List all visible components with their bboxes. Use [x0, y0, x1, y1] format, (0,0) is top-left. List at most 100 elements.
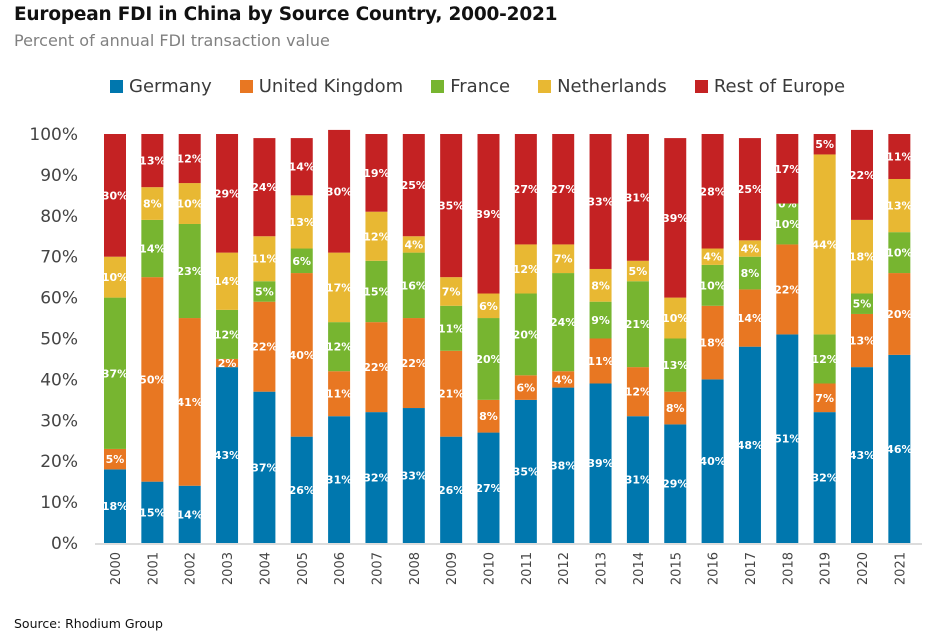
bar-segment [178, 318, 201, 486]
bar-segment [402, 408, 425, 543]
x-tick-label: 2009 [445, 552, 460, 585]
data-label: 4% [554, 373, 573, 386]
data-label: 51% [774, 433, 800, 446]
data-label: 37% [251, 461, 277, 474]
bar-segment [365, 412, 388, 543]
bar-segment [216, 367, 239, 543]
data-label: 13% [849, 335, 875, 348]
bar-segment [290, 195, 313, 249]
chart-title: European FDI in China by Source Country,… [14, 4, 558, 25]
x-tick-label: 2000 [109, 552, 124, 585]
bar-segment [216, 134, 239, 253]
bar-segment [813, 334, 836, 384]
data-label: 14% [214, 275, 240, 288]
data-label: 10% [886, 247, 912, 260]
bar-segment [626, 260, 649, 282]
data-label: 10% [699, 279, 725, 292]
data-label: 7% [442, 285, 461, 298]
data-label: 27% [475, 482, 501, 495]
bar-segment [851, 293, 873, 314]
bar-segment [216, 309, 239, 359]
bar-segment [290, 138, 313, 196]
data-label: 18% [102, 500, 128, 513]
bar-segment [253, 281, 276, 302]
bar-segment [738, 138, 761, 241]
data-label: 13% [139, 155, 165, 168]
bar-segment [141, 481, 164, 543]
bar-segment [141, 277, 164, 482]
data-label: 43% [849, 449, 875, 462]
data-label: 11% [326, 388, 352, 401]
bar-segment [738, 240, 761, 257]
bar-segment [104, 469, 126, 543]
x-tick-label: 2006 [333, 552, 348, 585]
x-tick-label: 2016 [707, 552, 722, 585]
data-label: 14% [177, 508, 203, 521]
bar-segment [589, 134, 612, 269]
data-label: 32% [811, 472, 837, 485]
bar-segment [776, 203, 799, 245]
bar-segment [888, 134, 911, 179]
y-tick-label: 80% [40, 207, 78, 227]
source-note: Source: Rhodium Group [14, 616, 163, 631]
data-label: 8% [591, 279, 610, 292]
bar-segment [365, 322, 388, 413]
data-label: 30% [326, 185, 352, 198]
data-label: 13% [662, 359, 688, 372]
y-tick-label: 20% [40, 452, 78, 472]
y-tick-label: 10% [40, 493, 78, 513]
x-tick-label: 2014 [632, 552, 647, 585]
bar-segment [552, 371, 575, 388]
bar-segment [552, 273, 575, 372]
bar-segment [141, 219, 164, 278]
bar-segment [365, 211, 388, 261]
bar-segment [851, 367, 873, 543]
data-label: 16% [401, 279, 427, 292]
x-tick-label: 2003 [221, 552, 236, 585]
data-label: 12% [513, 263, 539, 276]
bar-segment [626, 367, 649, 417]
data-label: 20% [513, 328, 539, 341]
data-label: 10% [662, 312, 688, 325]
bar-segment [216, 252, 239, 310]
bar-segment [664, 391, 687, 425]
bar-segment [664, 138, 687, 298]
legend-swatch-rest-of-europe [694, 80, 708, 93]
legend-swatch-germany [110, 80, 123, 93]
bar-segment [104, 448, 126, 470]
bar-segment [589, 268, 612, 302]
bar-segment [253, 301, 276, 392]
bar-segment [888, 232, 911, 274]
bar-segment [589, 383, 612, 543]
bar-segment [626, 134, 649, 261]
bar-segment [178, 183, 201, 224]
x-tick-label: 2020 [856, 552, 871, 585]
bar-segment [626, 281, 649, 368]
data-label: 22% [774, 283, 800, 296]
data-label: 22% [849, 169, 875, 182]
data-label: 23% [177, 265, 203, 278]
data-label: 48% [737, 439, 763, 452]
bar-segment [813, 154, 836, 335]
bar-segment [477, 399, 500, 433]
legend-item-netherlands: Netherlands [538, 76, 667, 97]
data-label: 18% [699, 337, 725, 350]
legend-item-rest-of-europe: Rest of Europe [694, 76, 845, 97]
data-label: 22% [251, 341, 277, 354]
data-label: 39% [587, 457, 613, 470]
bar-segment [701, 379, 724, 543]
y-tick-label: 100% [29, 125, 78, 145]
bar-segment [701, 248, 724, 265]
data-label: 8% [741, 267, 760, 280]
data-label: 40% [699, 455, 725, 468]
bar-segment [328, 322, 351, 372]
data-label: 25% [401, 179, 427, 192]
x-tick-label: 2008 [408, 552, 423, 585]
bar-segment [402, 236, 425, 253]
data-label: 39% [662, 212, 688, 225]
data-label: 26% [289, 484, 315, 497]
bar-segment [253, 391, 276, 543]
y-tick-label: 40% [40, 370, 78, 390]
data-label: 5% [815, 138, 834, 151]
x-tick-label: 2015 [669, 552, 684, 585]
